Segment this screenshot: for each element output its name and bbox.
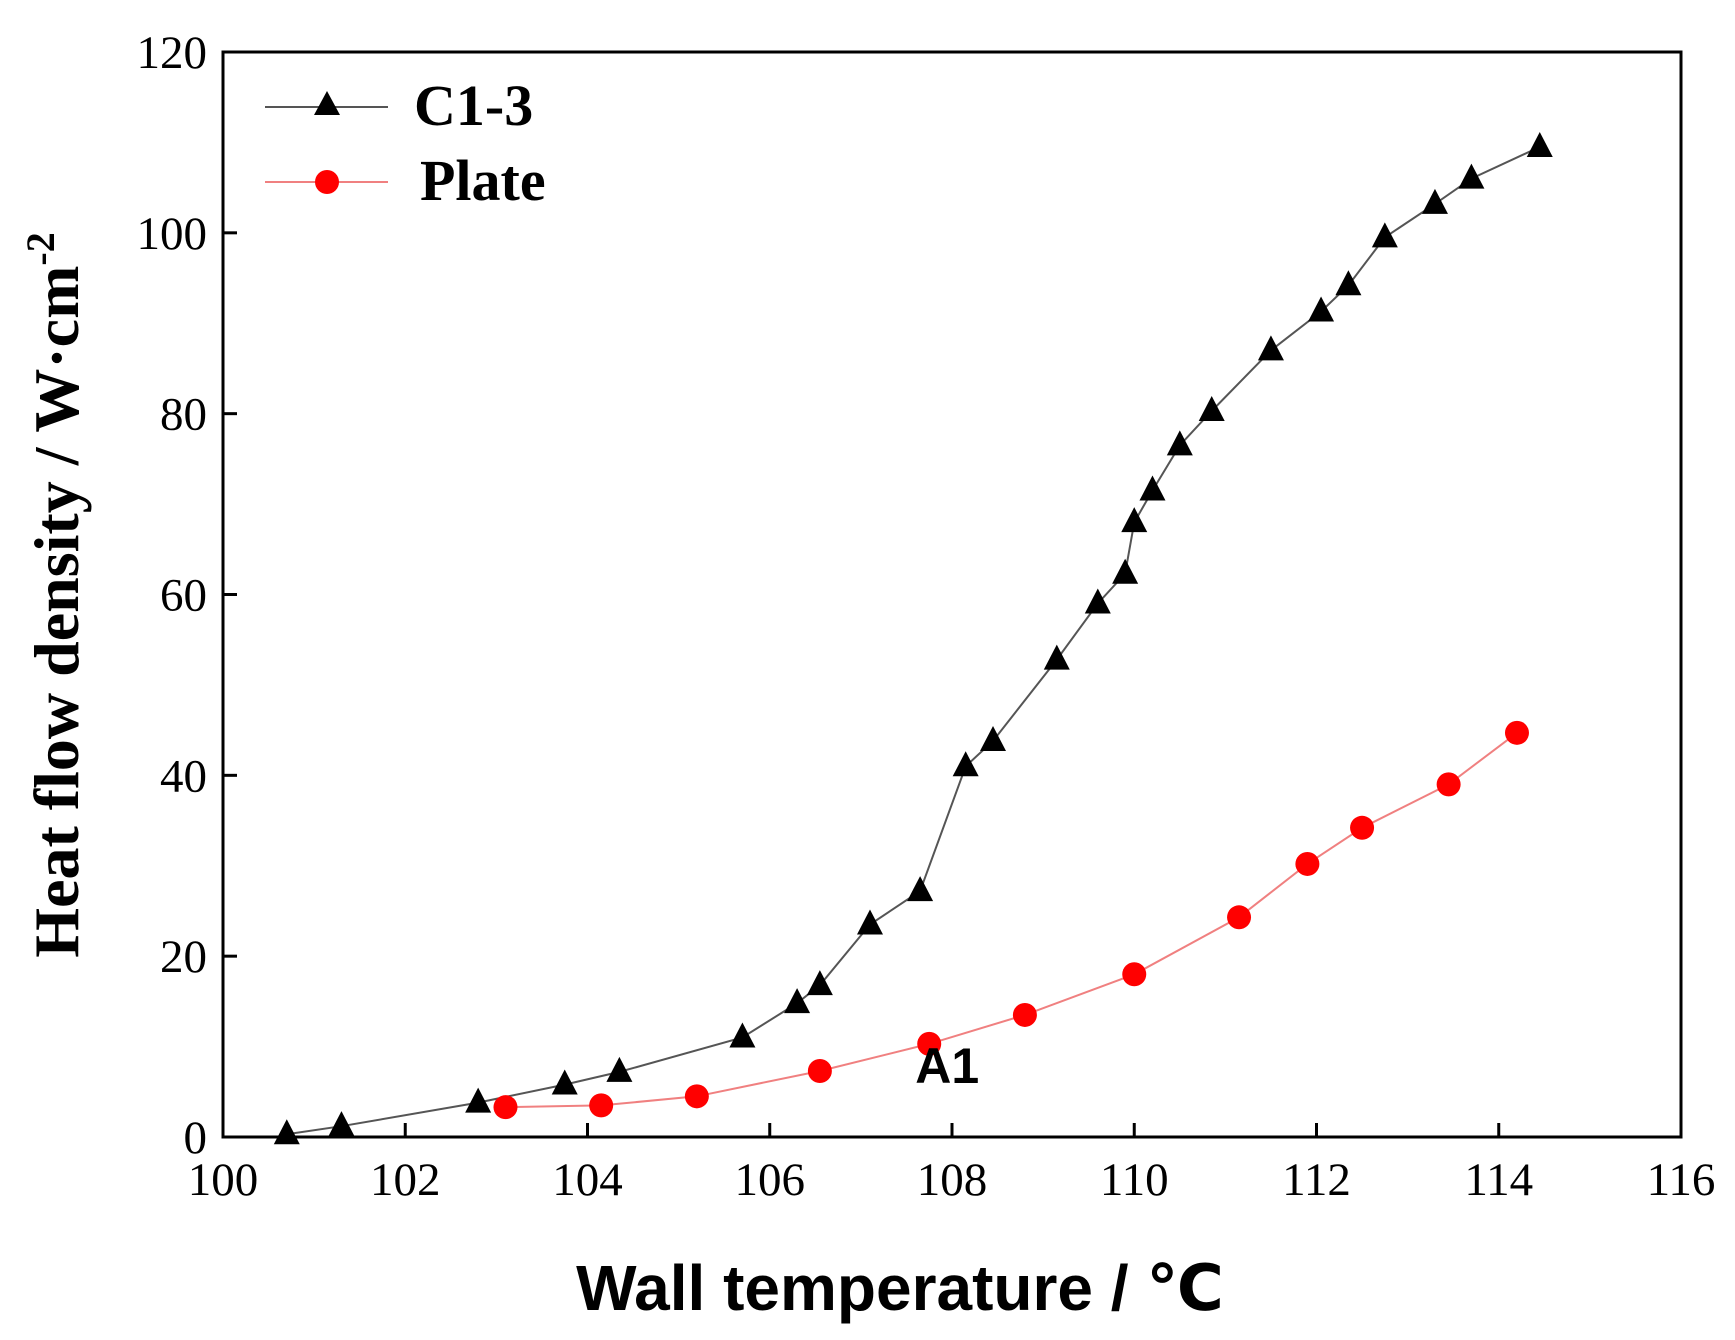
point-c1-3 — [1198, 395, 1225, 421]
point-plate — [1436, 772, 1461, 797]
legend-marker-plate — [315, 170, 339, 194]
point-c1-3 — [328, 1111, 355, 1137]
point-plate — [1295, 851, 1320, 876]
point-plate — [917, 1031, 942, 1056]
point-c1-3 — [952, 751, 979, 777]
x-tick-label: 102 — [370, 1154, 441, 1206]
point-c1-3 — [1421, 188, 1448, 214]
y-axis-title-superscript: -2 — [18, 232, 63, 265]
y-tick-label: 100 — [137, 208, 208, 260]
y-tick-label: 120 — [137, 27, 208, 79]
legend-label-c1-3: C1-3 — [414, 73, 533, 138]
point-c1-3 — [1458, 163, 1485, 189]
point-plate — [1122, 962, 1147, 987]
annotation-a1: A1 — [915, 1038, 979, 1094]
plot-frame — [221, 50, 1683, 1139]
y-tick-label: 0 — [184, 1112, 208, 1164]
x-tick-label: 108 — [917, 1154, 988, 1206]
point-c1-3 — [1121, 507, 1148, 533]
point-plate — [1227, 905, 1252, 930]
legend: C1-3 Plate — [265, 73, 546, 213]
point-c1-3 — [1084, 588, 1111, 614]
point-c1-3 — [1166, 430, 1193, 456]
point-c1-3 — [1371, 222, 1398, 248]
x-tick-label: 116 — [1647, 1154, 1716, 1206]
point-c1-3 — [784, 988, 811, 1014]
legend-label-plate: Plate — [420, 148, 546, 213]
point-c1-3 — [1112, 558, 1139, 584]
point-plate — [684, 1084, 709, 1109]
x-tick-label: 104 — [552, 1154, 623, 1206]
point-c1-3 — [551, 1069, 578, 1095]
point-plate — [1350, 815, 1375, 840]
x-tick-label: 100 — [188, 1154, 259, 1206]
point-c1-3 — [1526, 131, 1553, 157]
point-c1-3 — [465, 1087, 492, 1113]
y-tick-label: 60 — [160, 570, 207, 622]
point-c1-3 — [856, 909, 883, 935]
point-c1-3 — [1308, 296, 1335, 322]
point-plate — [589, 1093, 614, 1118]
series-c1-3 — [273, 131, 1553, 1145]
point-plate — [1012, 1002, 1037, 1027]
point-c1-3 — [1043, 644, 1070, 670]
point-c1-3 — [1335, 270, 1362, 296]
point-plate — [807, 1058, 832, 1083]
point-c1-3 — [1257, 335, 1284, 361]
x-axis-title: Wall temperature / ℃ — [576, 1252, 1224, 1324]
point-c1-3 — [273, 1119, 300, 1145]
axis-ticks: 100 102 104 106 108 110 112 114 116 0 20 40 60 80 100 1… — [137, 27, 1716, 1206]
y-tick-label: 40 — [160, 750, 207, 802]
series-layer — [273, 131, 1553, 1145]
x-tick-label: 110 — [1100, 1154, 1169, 1206]
point-c1-3 — [1139, 475, 1166, 501]
y-tick-label: 80 — [160, 389, 207, 441]
x-tick-label: 114 — [1464, 1154, 1533, 1206]
point-c1-3 — [907, 876, 934, 902]
y-axis-title: Heat flow density / W·cm-2 — [18, 232, 92, 957]
x-tick-label: 112 — [1282, 1154, 1351, 1206]
point-c1-3 — [606, 1056, 633, 1082]
x-tick-label: 106 — [735, 1154, 806, 1206]
series-line-plate — [505, 732, 1518, 1109]
y-tick-label: 20 — [160, 931, 207, 983]
point-c1-3 — [729, 1022, 756, 1048]
y-axis-title-main: Heat flow density / W·cm — [21, 266, 92, 958]
point-c1-3 — [980, 725, 1007, 751]
point-plate — [493, 1095, 518, 1120]
legend-marker-c1-3 — [314, 91, 340, 115]
series-plate — [493, 720, 1529, 1120]
point-plate — [1504, 720, 1529, 745]
point-c1-3 — [806, 970, 833, 996]
